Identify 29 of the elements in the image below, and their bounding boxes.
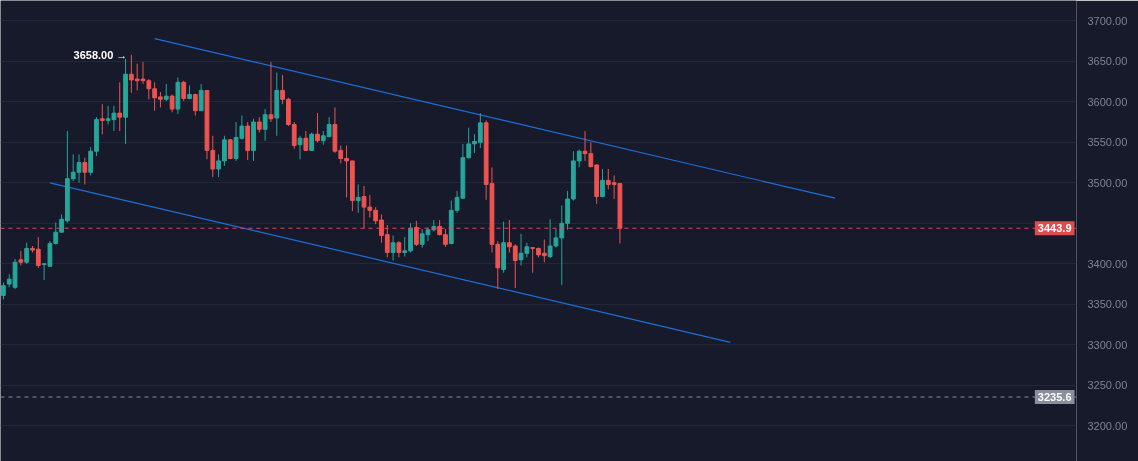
candlestick: [82, 157, 88, 185]
candlestick: [297, 135, 303, 160]
candlestick: [18, 250, 24, 266]
y-tick-label: 3200.00: [1087, 419, 1128, 432]
y-tick-label: 3250.00: [1087, 379, 1128, 392]
candlestick: [99, 103, 105, 135]
y-tick-label: 3300.00: [1087, 338, 1128, 351]
candlestick: [600, 168, 605, 198]
y-tick-label: 3550.00: [1087, 136, 1128, 149]
candlestick: [181, 80, 187, 102]
y-tick-label: 3350.00: [1087, 298, 1128, 311]
y-tick-label: 3650.00: [1087, 55, 1128, 68]
ref-line-label: 3235.6: [1037, 391, 1072, 404]
candlestick: [315, 112, 320, 143]
candlestick: [390, 234, 396, 262]
candlestick: [198, 83, 204, 112]
candlestick: [262, 108, 268, 142]
ref-line-label: 3443.9: [1037, 222, 1072, 235]
candlestick: [24, 242, 30, 265]
candlestick: [303, 130, 309, 151]
y-tick-label: 3500.00: [1087, 176, 1128, 189]
candlestick: [355, 183, 361, 214]
y-tick-label: 3600.00: [1087, 95, 1128, 108]
y-tick-label: 3400.00: [1087, 257, 1128, 270]
candlestick: [268, 61, 274, 123]
y-tick-label: 3700.00: [1087, 14, 1128, 27]
candlestick: [413, 220, 419, 247]
candlestick: [117, 81, 123, 132]
annotation: 3658.00 →: [73, 48, 128, 61]
